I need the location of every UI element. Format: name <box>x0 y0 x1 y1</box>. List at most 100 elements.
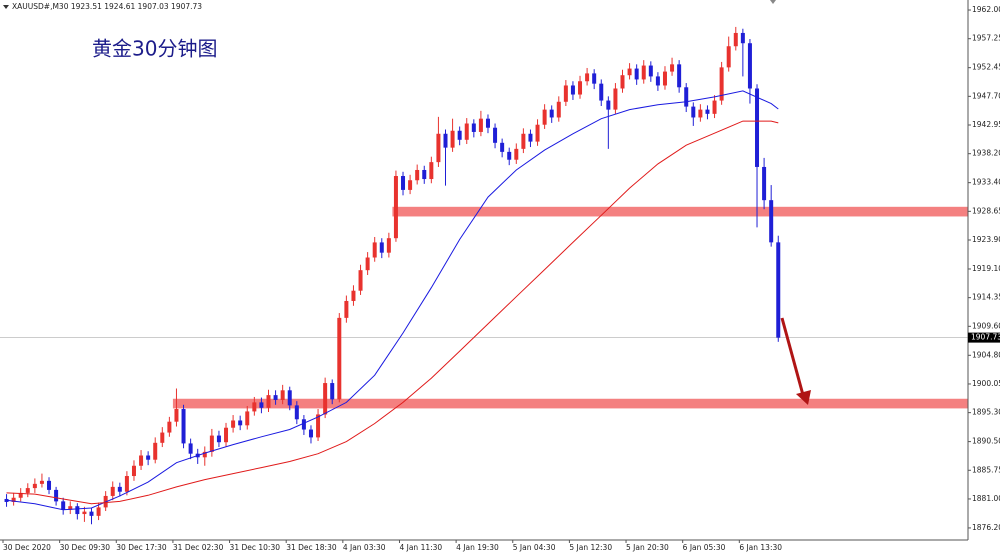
candle-body <box>245 411 250 426</box>
candle-body <box>578 81 583 95</box>
candle-body <box>337 317 342 400</box>
ma-line <box>6 120 779 505</box>
candle-body <box>25 488 30 493</box>
candle-body <box>54 489 59 502</box>
candle-body <box>358 270 363 291</box>
y-tick-label: 1947.70 <box>972 91 1000 100</box>
candle-body <box>273 395 278 400</box>
y-tick-label: 1890.50 <box>972 437 1000 446</box>
candle-body <box>280 390 285 400</box>
x-tick-label: 4 Jan 11:30 <box>399 543 442 552</box>
candle-body <box>386 238 391 253</box>
candle-body <box>712 100 717 114</box>
candle-body <box>61 501 66 510</box>
candle-body <box>287 390 292 406</box>
candle-body <box>330 383 335 400</box>
y-tick-label: 1928.65 <box>972 206 1000 215</box>
candle-body <box>308 429 313 438</box>
candle-body <box>372 242 377 258</box>
candle-body <box>32 483 37 489</box>
candle-body <box>181 409 186 444</box>
candle-body <box>68 506 73 510</box>
y-tick-label: 1938.20 <box>972 149 1000 158</box>
candle-body <box>139 455 144 466</box>
candle-body <box>535 124 540 142</box>
symbol-info: XAUUSD#,M30 1923.51 1924.61 1907.03 1907… <box>12 2 202 11</box>
candle-body <box>592 73 597 84</box>
y-tick-label: 1900.05 <box>972 379 1000 388</box>
candle-body <box>160 432 165 443</box>
candle-body <box>301 419 306 430</box>
x-tick-label: 30 Dec 17:30 <box>116 543 167 552</box>
candle-body <box>691 106 696 118</box>
candle-body <box>627 68 632 76</box>
candle-body <box>401 176 406 190</box>
candle-body <box>563 85 568 102</box>
x-tick-label: 31 Dec 10:30 <box>230 543 281 552</box>
menu-icon[interactable] <box>3 5 9 9</box>
y-tick-label: 1909.60 <box>972 321 1000 330</box>
x-tick-label: 6 Jan 05:30 <box>683 543 726 552</box>
plot-area <box>0 26 969 525</box>
last-price-box <box>968 332 1000 343</box>
candle-body <box>316 414 321 438</box>
candle-body <box>662 71 667 86</box>
candle-body <box>117 486 122 492</box>
candle-body <box>521 133 526 149</box>
x-tick-label: 5 Jan 20:30 <box>626 543 669 552</box>
candle-body <box>259 402 264 408</box>
arrow-head <box>796 390 811 405</box>
x-tick-label: 31 Dec 18:30 <box>286 543 337 552</box>
candle-body <box>294 405 299 420</box>
x-tick-label: 5 Jan 12:30 <box>569 543 612 552</box>
candle-body <box>762 166 767 201</box>
candle-body <box>740 32 745 44</box>
candle-body <box>351 290 356 301</box>
candle-body <box>641 65 646 80</box>
shift-marker <box>770 0 776 4</box>
candle-body <box>209 435 214 452</box>
candle-body <box>719 67 724 101</box>
candle-body <box>238 420 243 426</box>
candle-body <box>471 123 476 132</box>
y-tick-label: 1885.75 <box>972 465 1000 474</box>
y-tick-label: 1919.10 <box>972 264 1000 273</box>
candle-body <box>365 257 370 271</box>
x-tick-label: 6 Jan 13:30 <box>739 543 782 552</box>
candle-body <box>167 421 172 433</box>
candle-body <box>323 383 328 415</box>
candle-body <box>188 443 193 454</box>
candle-body <box>429 162 434 180</box>
candle-body <box>231 420 236 428</box>
candle-body <box>670 64 675 72</box>
candle-body <box>698 109 703 118</box>
candle-body <box>131 465 136 477</box>
candle-body <box>726 46 731 68</box>
candle-body <box>47 480 52 490</box>
candle-body <box>393 176 398 239</box>
y-tick-label: 1923.90 <box>972 235 1000 244</box>
candle-body <box>747 43 752 89</box>
candle-body <box>493 127 498 143</box>
y-tick-label: 1952.45 <box>972 63 1000 72</box>
candle-body <box>450 130 455 148</box>
zone <box>392 206 968 217</box>
candle-body <box>570 85 575 95</box>
candle-body <box>613 88 618 110</box>
candle-body <box>634 68 639 80</box>
y-tick-label: 1881.00 <box>972 494 1000 503</box>
y-tick-label: 1962.00 <box>972 5 1000 14</box>
candle-body <box>528 133 533 142</box>
candle-body <box>556 101 561 118</box>
candle-body <box>344 300 349 318</box>
y-tick-label: 1957.25 <box>972 34 1000 43</box>
candle-body <box>457 130 462 140</box>
candle-body <box>110 486 115 496</box>
candle-body <box>89 511 94 516</box>
candle-body <box>18 492 23 498</box>
candle-body <box>422 169 427 180</box>
candle-body <box>202 451 207 458</box>
candle-body <box>11 497 16 502</box>
candle-body <box>415 169 420 181</box>
candle-body <box>124 476 129 492</box>
